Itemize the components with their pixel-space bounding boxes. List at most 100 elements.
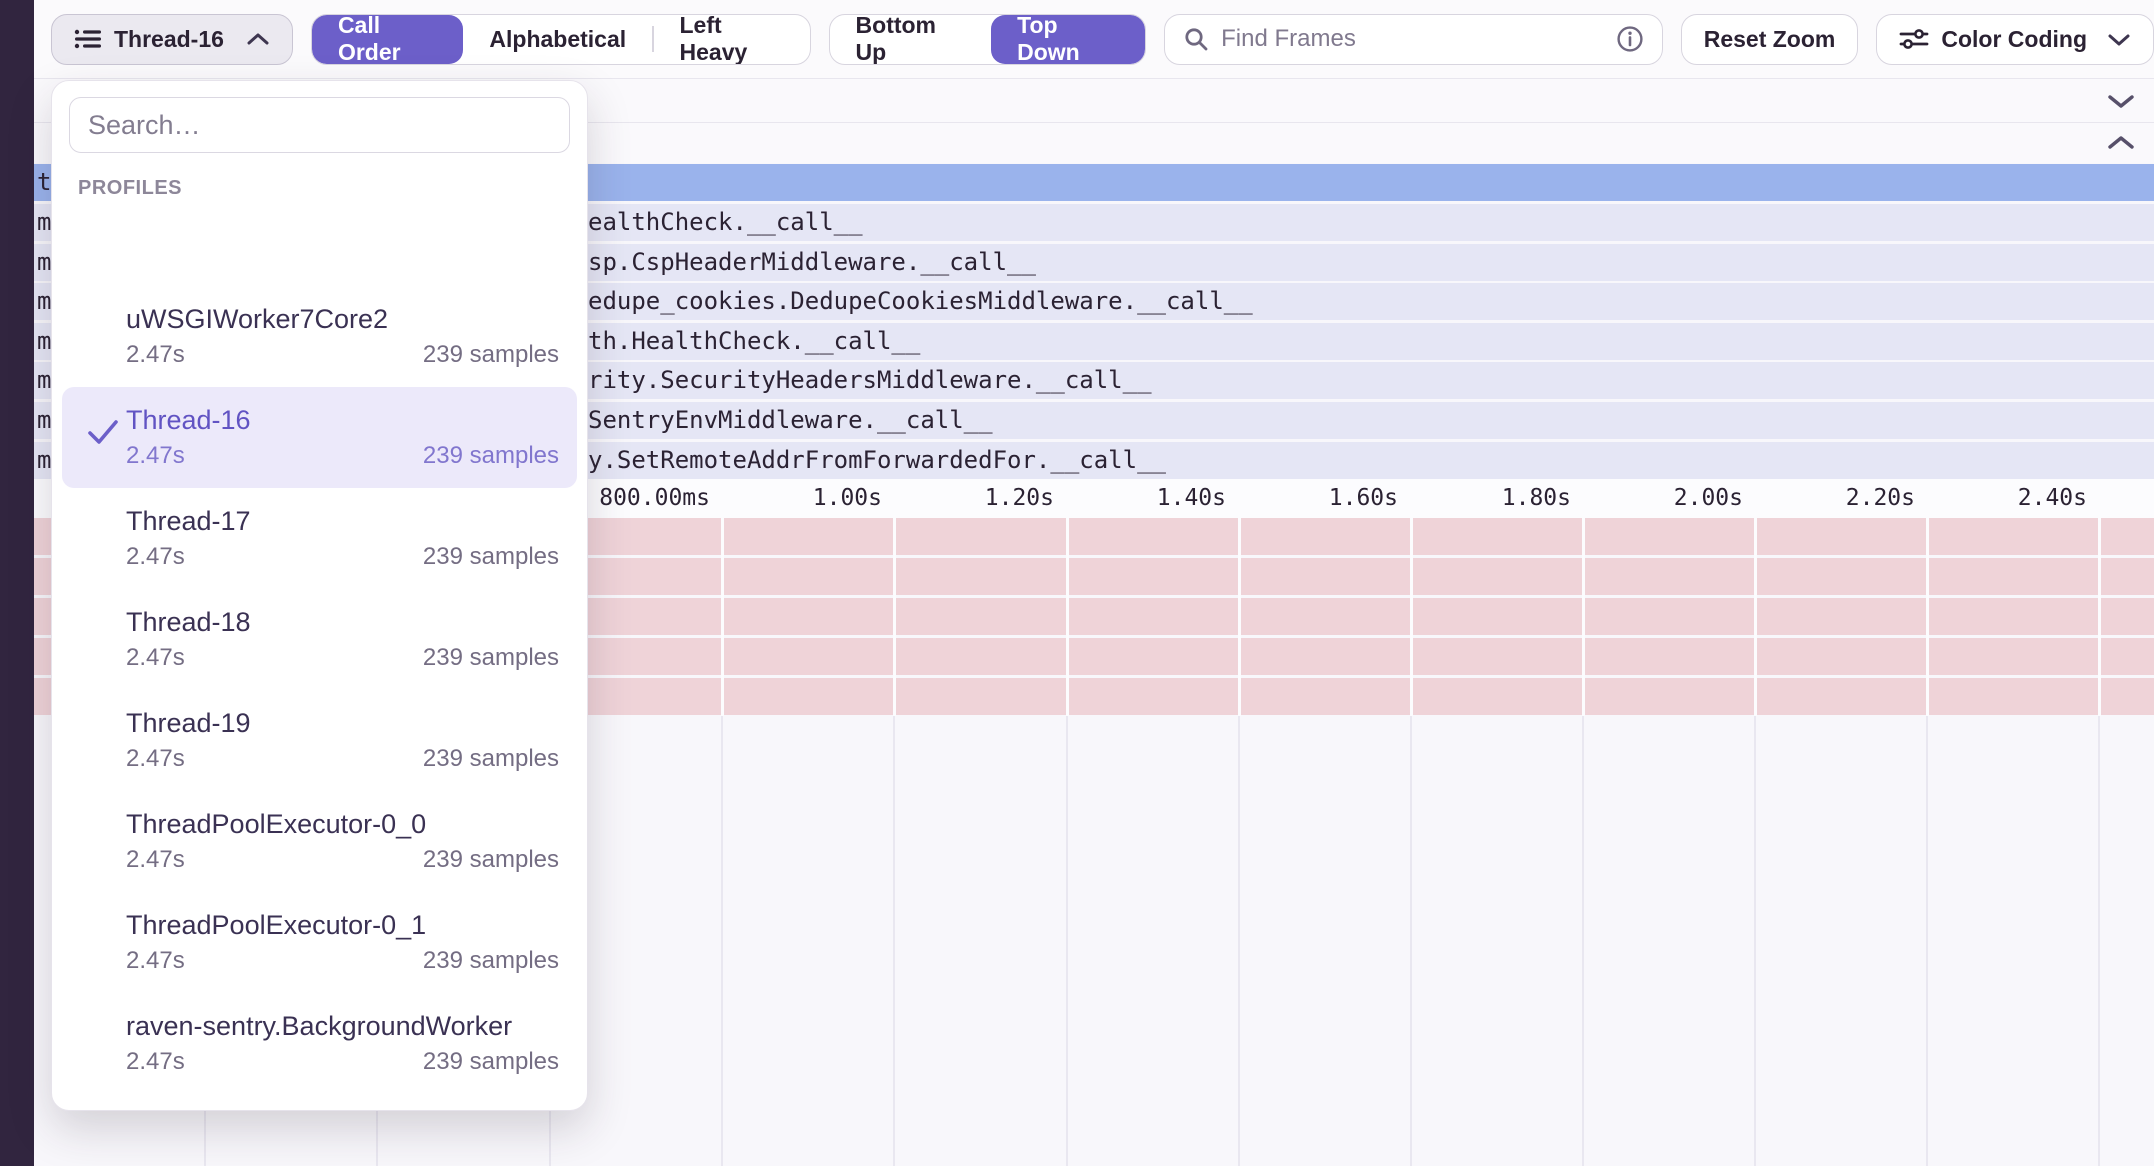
gridline [2098,716,2100,1166]
profile-name: Thread-19 [126,708,251,738]
thread-selector-button[interactable]: Thread-16 [51,13,293,65]
profile-item[interactable]: Thread-17 2.47s 239 samples [52,488,587,589]
frame-text: rity.SecurityHeadersMiddleware.__call__ [588,366,1152,394]
profile-item[interactable]: uWSGIWorker7Core2 2.47s 239 samples [52,286,587,387]
direction-option-bottom-up[interactable]: Bottom Up [855,13,937,65]
profile-item-selected[interactable]: Thread-16 2.47s 239 samples [62,387,577,488]
profile-name: raven-sentry.BackgroundWorker [126,1011,513,1041]
chevron-down-icon[interactable] [2106,92,2136,110]
gridline [1926,518,1929,716]
gridline [1582,716,1584,1166]
chevron-up-icon[interactable] [2106,134,2136,152]
profile-item[interactable]: ThreadPoolExecutor-0_1 2.47s 239 samples [52,892,587,993]
profile-samples: 239 samples [422,1048,559,1075]
search-icon [1183,26,1209,52]
frame-text-fragment: m [37,366,52,394]
axis-tick-label: 1.40s [1156,485,1226,511]
frame-text: ealthCheck.__call__ [588,208,863,236]
profiles-search-input[interactable] [88,109,551,141]
gridline [1238,716,1240,1166]
find-frames-input[interactable] [1221,25,1604,53]
gridline [1410,716,1412,1166]
axis-tick-label: 2.40s [2017,485,2087,511]
gridline [721,518,724,716]
profile-duration: 2.47s [126,442,185,469]
gridline [1754,716,1756,1166]
profiles-search-box [69,97,570,153]
checkmark-icon [86,417,120,447]
gridline [2098,518,2101,716]
profile-name: Thread-17 [126,506,251,536]
profile-duration: 2.47s [126,1048,185,1075]
frame-text-fragment: m [37,287,52,315]
profile-duration: 2.47s [126,543,185,570]
profile-item[interactable]: Thread-18 2.47s 239 samples [52,589,587,690]
reset-zoom-label: Reset Zoom [1703,25,1836,52]
color-coding-label: Color Coding [1941,25,2087,52]
segment-divider [652,26,654,52]
axis-tick-label: 2.00s [1673,485,1743,511]
frame-text: y.SetRemoteAddrFromForwardedFor.__call__ [588,446,1166,474]
info-icon[interactable] [1616,25,1644,53]
profile-name: ThreadPoolExecutor-0_0 [126,809,427,839]
find-frames-field [1164,13,1663,65]
frame-text: SentryEnvMiddleware.__call__ [588,406,993,434]
frame-text-fragment: m [37,248,52,276]
profiles-list: uWSGIWorker7Core2 2.47s 239 samples Threa… [52,206,587,1110]
thread-selector-label: Thread-16 [114,25,224,52]
profile-name: Thread-16 [126,405,251,435]
axis-tick-label: 2.20s [1845,485,1915,511]
direction-segmented-control: Bottom Up Top Down [828,13,1147,65]
profile-samples: 239 samples [422,745,559,772]
frame-text: edupe_cookies.DedupeCookiesMiddleware.__… [588,287,1253,315]
axis-tick-label: 800.00ms [599,485,710,511]
profile-name: uWSGIWorker7Core2 [126,304,389,334]
gridline [1238,518,1241,716]
frame-text-fragment: m [37,208,52,236]
direction-option-top-down[interactable]: Top Down [991,14,1146,64]
gridline [1926,716,1928,1166]
profile-samples: 239 samples [422,846,559,873]
axis-tick-label: 1.00s [812,485,882,511]
gridline [893,518,896,716]
sort-order-segmented-control: Call Order Alphabetical Left Heavy [310,13,811,65]
gridline [721,716,723,1166]
sort-option-alphabetical[interactable]: Alphabetical [489,25,627,52]
frame-text: th.HealthCheck.__call__ [588,327,921,355]
profile-duration: 2.47s [126,644,185,671]
profile-duration: 2.47s [126,745,185,772]
sort-option-left-heavy[interactable]: Left Heavy [679,13,748,65]
profile-item[interactable]: Thread-19 2.47s 239 samples [52,690,587,791]
axis-tick-label: 1.60s [1328,485,1398,511]
profile-duration: 2.47s [126,947,185,974]
axis-tick-label: 1.20s [984,485,1054,511]
profile-samples: 239 samples [422,341,559,368]
profile-item[interactable]: ThreadPoolExecutor-0_0 2.47s 239 samples [52,791,587,892]
profile-item[interactable]: raven-sentry.BackgroundWorker 2.47s 239 s… [52,993,587,1094]
profile-samples: 239 samples [422,947,559,974]
color-coding-button[interactable]: Color Coding [1876,13,2154,65]
profiles-section-label: PROFILES [78,177,183,199]
gridline [893,716,895,1166]
frame-text-fragment: m [37,446,52,474]
profile-samples: 239 samples [422,543,559,570]
gridline [1582,518,1585,716]
reset-zoom-button[interactable]: Reset Zoom [1680,13,1859,65]
sort-option-call-order[interactable]: Call Order [311,14,464,64]
sliders-icon [1899,26,1929,52]
frame-text-fragment: m [37,406,52,434]
frame-text-fragment: m [37,327,52,355]
profile-samples: 239 samples [422,442,559,469]
thread-list-icon [74,27,102,51]
frame-text: sp.CspHeaderMiddleware.__call__ [588,248,1036,276]
profile-samples: 239 samples [422,644,559,671]
gridline [1066,716,1068,1166]
left-dark-rail [0,0,34,1166]
axis-tick-label: 1.80s [1501,485,1571,511]
profile-duration: 2.47s [126,341,185,368]
profile-name: Thread-18 [126,607,251,637]
frame-text-fragment: t [37,168,52,196]
gridline [1410,518,1413,716]
profile-duration: 2.47s [126,846,185,873]
